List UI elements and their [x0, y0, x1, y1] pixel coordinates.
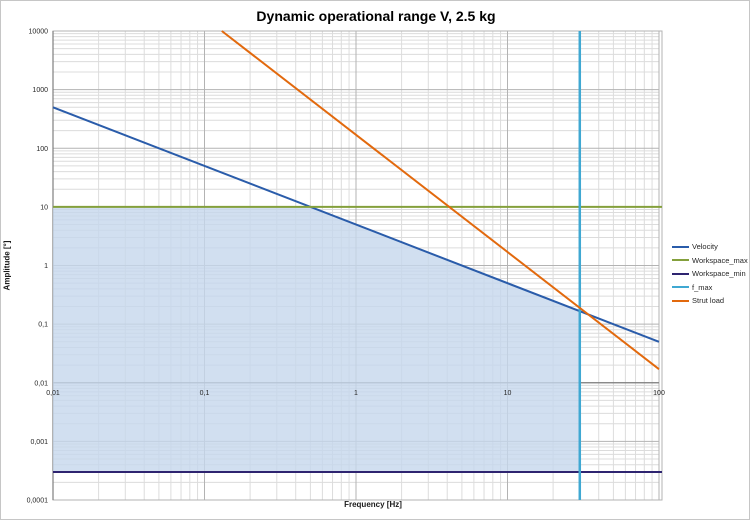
series-velocity: [52, 106, 660, 343]
legend-label: Velocity: [692, 242, 718, 252]
series-strut-load: [221, 30, 660, 370]
y-tick-label: 0,01: [34, 380, 48, 387]
y-tick-label: 100: [36, 146, 48, 153]
x-axis-title: Frequency [Hz]: [344, 500, 402, 509]
shaded-operational-region: [53, 206, 580, 472]
y-tick-label: 0,0001: [27, 498, 49, 505]
x-tick-label: 100: [653, 390, 665, 397]
legend-label: Workspace_min: [692, 269, 746, 279]
legend-line-swatch: [672, 272, 689, 275]
legend: Velocity Workspace_max Workspace_min f_max S…: [672, 240, 748, 308]
legend-item-workspace-max: Workspace_max: [672, 254, 748, 268]
x-tick-label: 1: [354, 390, 358, 397]
legend-label: Workspace_max: [692, 255, 748, 265]
legend-line-swatch: [672, 299, 689, 302]
y-tick-label: 0,001: [30, 439, 48, 446]
y-tick-label: 10: [40, 204, 48, 211]
legend-item-strut-load: Strut load: [672, 294, 748, 308]
legend-label: f_max: [692, 282, 713, 292]
y-tick-label: 0,1: [38, 322, 48, 329]
legend-line-swatch: [672, 245, 689, 248]
legend-item-velocity: Velocity: [672, 240, 748, 254]
y-tick-label: 1000: [32, 87, 48, 94]
x-tick-label: 0,1: [200, 390, 210, 397]
chart-title: Dynamic operational range V, 2.5 kg: [256, 8, 496, 24]
legend-item-workspace-min: Workspace_min: [672, 267, 748, 281]
y-axis-title: Amplitude [°]: [2, 240, 12, 291]
legend-line-swatch: [672, 259, 689, 262]
x-tick-label: 10: [504, 390, 512, 397]
y-tick-label: 1: [44, 263, 48, 270]
x-tick-label: 0,01: [46, 390, 60, 397]
legend-line-swatch: [672, 286, 689, 289]
legend-item-f-max: f_max: [672, 281, 748, 295]
y-tick-label: 10000: [29, 29, 49, 36]
legend-label: Strut load: [692, 296, 725, 306]
